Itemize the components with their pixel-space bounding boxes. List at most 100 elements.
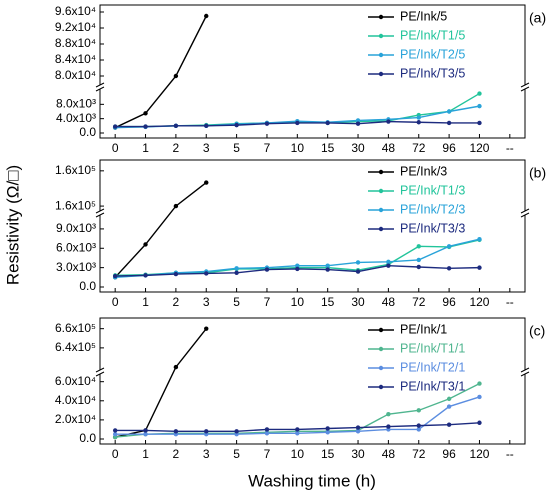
y-tick-label: 8.4x10⁴: [55, 52, 96, 66]
plot-frame: [99, 317, 526, 445]
plot-frame: [99, 159, 526, 293]
data-point: [173, 364, 179, 370]
series-line: [115, 328, 207, 438]
legend-label: PE/Ink/T2/3: [400, 202, 465, 216]
data-point: [204, 13, 209, 19]
data-point: [477, 91, 482, 96]
x-tick-label: 7: [264, 141, 271, 155]
data-point: [264, 267, 270, 272]
data-point: [173, 203, 179, 209]
x-tick-label: --: [506, 141, 514, 155]
legend-marker: [378, 327, 384, 333]
data-point: [386, 263, 391, 268]
data-point: [355, 425, 361, 430]
x-tick-label: 48: [382, 447, 396, 461]
x-tick-label: 48: [382, 295, 396, 309]
legend-label: PE/Ink/T3/1: [400, 379, 465, 393]
data-point: [416, 120, 421, 125]
data-point: [295, 266, 300, 272]
data-point: [264, 427, 270, 432]
y-tick-label: 6.0x10⁴: [55, 374, 96, 388]
data-point: [204, 326, 209, 331]
data-point: [143, 432, 148, 437]
data-point: [416, 427, 421, 432]
legend-marker: [378, 188, 384, 194]
axis-break-gap: [521, 85, 529, 89]
x-tick-label: 10: [291, 447, 305, 461]
x-tick-label: 72: [412, 447, 426, 461]
x-tick-label: 1: [142, 295, 149, 309]
x-tick-label: 96: [442, 295, 456, 309]
data-point: [325, 120, 330, 126]
data-point: [446, 422, 452, 427]
x-tick-label: 5: [233, 141, 240, 155]
x-tick-label: 72: [412, 141, 426, 155]
data-point: [477, 394, 482, 400]
legend-label: PE/Ink/T1/3: [400, 183, 465, 197]
data-point: [295, 431, 300, 436]
data-point: [355, 269, 361, 274]
data-point: [112, 273, 118, 279]
axis-break-mark: [95, 212, 105, 218]
y-tick-label: 4.0x10⁴: [55, 393, 96, 407]
y-tick-label: 8.8x10⁴: [55, 36, 96, 50]
axis-break-mark: [520, 82, 530, 88]
axis-break-mark: [520, 208, 530, 214]
data-point: [355, 121, 361, 126]
data-point: [446, 109, 452, 114]
x-tick-label: 1: [142, 141, 149, 155]
axis-break-mark: [520, 86, 530, 92]
y-tick-label: 3.0x10³: [56, 260, 96, 274]
x-tick-label: 96: [442, 447, 456, 461]
data-point: [295, 427, 300, 432]
data-point: [112, 428, 118, 433]
x-tick-label: 5: [233, 447, 240, 461]
data-point: [355, 429, 361, 434]
data-point: [204, 271, 209, 276]
data-point: [446, 120, 452, 126]
data-point: [446, 244, 452, 249]
data-point: [325, 426, 330, 431]
x-tick-label: 96: [442, 141, 456, 155]
axis-break-gap: [96, 211, 104, 215]
x-tick-label: 15: [321, 295, 335, 309]
legend-label: PE/Ink/T3/5: [400, 66, 465, 80]
data-point: [386, 119, 391, 124]
y-tick-label: 0.0: [79, 431, 96, 445]
panel-label: (b): [529, 165, 546, 181]
data-point: [204, 429, 209, 434]
y-tick-label: 6.4x10⁵: [55, 340, 96, 354]
data-point: [173, 73, 179, 79]
data-point: [477, 120, 482, 126]
legend-label: PE/Ink/T2/5: [400, 47, 465, 61]
legend-label: PE/Ink/T1/5: [400, 28, 465, 42]
legend-marker: [378, 346, 384, 352]
data-point: [112, 124, 118, 129]
y-tick-label: 9.0x10³: [56, 221, 96, 235]
data-point: [386, 259, 391, 265]
x-tick-label: 7: [264, 295, 271, 309]
legend-label: PE/Ink/3: [400, 164, 447, 178]
y-tick-label: 0.0: [79, 279, 96, 293]
data-point: [264, 431, 270, 436]
data-point: [234, 429, 239, 434]
y-tick-label: 1.6x10⁵: [55, 198, 96, 212]
x-tick-label: --: [506, 295, 514, 309]
legend-label: PE/Ink/5: [400, 9, 447, 23]
x-tick-label: 3: [203, 447, 210, 461]
axis-break-mark: [520, 367, 530, 373]
x-tick-label: 120: [469, 447, 489, 461]
data-point: [416, 257, 421, 263]
data-point: [234, 270, 239, 275]
data-point: [295, 120, 300, 126]
y-axis-label: Resistivity (Ω/□): [3, 165, 22, 285]
x-tick-label: 15: [321, 447, 335, 461]
data-point: [143, 428, 148, 433]
data-point: [325, 263, 330, 268]
data-point: [477, 265, 482, 270]
y-tick-label: 8.0x10⁴: [55, 68, 96, 82]
axis-break-mark: [95, 208, 105, 214]
axis-break-mark: [95, 367, 105, 373]
data-point: [325, 430, 330, 435]
